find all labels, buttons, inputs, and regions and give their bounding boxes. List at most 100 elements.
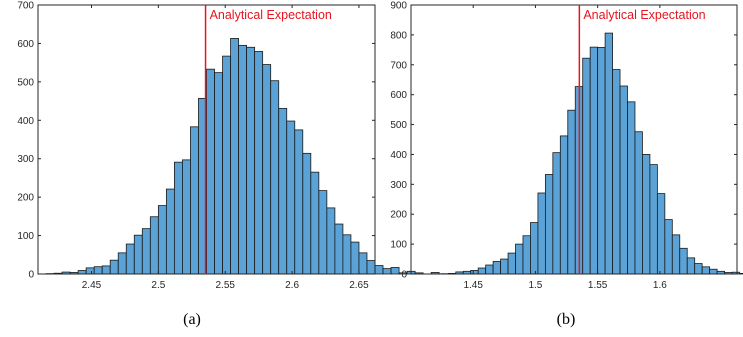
panel-a-histogram-bar	[374, 265, 384, 275]
panel-a-histogram-bar	[222, 55, 231, 275]
panel-b-x-tick-label: 1.45	[463, 280, 483, 291]
panel-a-ticks: 2.45 2.5 2.55 2.6 2.65 0 100 200 300 400 500 600 700	[17, 1, 375, 291]
panel-a-histogram-bar	[133, 234, 143, 275]
panel-b-x-tick-label: 1.6	[653, 280, 667, 291]
panel-a-histogram-bar	[294, 129, 304, 275]
panel-b-histogram-bar	[507, 252, 516, 275]
panel-b-bars	[440, 32, 743, 275]
panel-a-y-tick-label: 200	[17, 193, 34, 204]
panel-a-histogram-bar	[358, 252, 368, 275]
panel-b-histogram-bar	[492, 261, 501, 275]
panel-b-histogram-bar	[530, 222, 539, 275]
panel-b-y-tick-label: 700	[390, 60, 407, 71]
panel-b-histogram-bar	[656, 193, 666, 275]
panel-b-y-tick-label: 600	[390, 90, 407, 101]
panel-a-histogram-bar	[366, 260, 376, 275]
panel-a-y-tick-label: 100	[17, 231, 34, 242]
panel-a-histogram-bar	[141, 228, 151, 275]
panel-b-histogram-bar	[544, 174, 554, 275]
panel-a-histogram-bar	[149, 216, 159, 275]
panel-a-annotation: Analytical Expectation	[210, 8, 332, 22]
panel-a-histogram-bar	[182, 159, 191, 275]
panel-b-histogram-bar	[477, 267, 487, 275]
panel-a-histogram-bar	[101, 265, 111, 275]
panel-b-histogram-bar	[559, 135, 569, 275]
panel-a-histogram-bar	[190, 126, 199, 275]
panel-a-histogram-bar	[125, 243, 135, 275]
panel-b-histogram-bar	[537, 192, 546, 275]
panel-b-y-tick-label: 300	[390, 180, 407, 191]
panel-a-y-tick-label: 500	[17, 77, 34, 88]
panel-a-histogram-bar	[350, 241, 360, 275]
panel-b-x-tick-label: 1.5	[528, 280, 542, 291]
panel-b-y-tick-label: 100	[390, 240, 407, 251]
panel-b: 1.45 1.5 1.55 1.6 0 100 200 300 400 500 600 700 800 9…	[390, 1, 743, 328]
panel-a-histogram-bar	[206, 68, 215, 275]
panel-a-histogram-bar	[93, 266, 103, 275]
panel-b-histogram-bar	[500, 258, 509, 275]
panel-b-ticks: 1.45 1.5 1.55 1.6 0 100 200 300 400 500 600 700 800 9…	[390, 1, 737, 291]
panel-b-histogram-bar	[552, 152, 561, 275]
panel-a-histogram-bar	[77, 270, 87, 275]
panel-b-annotation: Analytical Expectation	[583, 8, 705, 22]
panel-a-x-tick-label: 2.55	[215, 280, 235, 291]
panel-b-histogram-bar	[567, 109, 576, 275]
panel-b-histogram-bar	[589, 46, 599, 275]
panel-a: 2.45 2.5 2.55 2.6 2.65 0 100 200 300 400 500 600 700…	[17, 1, 440, 328]
panel-a-y-tick-label: 300	[17, 154, 34, 165]
panel-b-histogram-bar	[582, 57, 591, 275]
panel-a-x-tick-label: 2.45	[82, 280, 102, 291]
panel-b-y-tick-label: 800	[390, 30, 407, 41]
panel-b-histogram-bar	[694, 263, 703, 275]
panel-a-histogram-bar	[109, 259, 119, 275]
panel-a-histogram-bar	[382, 268, 392, 275]
panel-b-histogram-bar	[701, 266, 711, 275]
panel-a-histogram-bar	[254, 51, 264, 275]
panel-a-histogram-bar	[165, 188, 175, 275]
panel-a-histogram-bar	[117, 252, 127, 275]
panel-b-y-tick-label: 0	[401, 270, 407, 281]
panel-a-histogram-bar	[238, 44, 248, 275]
panel-b-histogram-bar	[664, 219, 673, 275]
panel-b-histogram-bar	[627, 101, 636, 275]
panel-b-axes-box	[410, 4, 738, 275]
panel-b-histogram-bar	[522, 235, 531, 275]
panel-a-x-tick-label: 2.5	[151, 280, 165, 291]
panel-a-x-tick-label: 2.6	[285, 280, 299, 291]
panel-a-histogram-bar	[230, 38, 239, 275]
panel-b-histogram-bar	[597, 47, 606, 275]
panel-b-histogram-bar	[470, 270, 479, 275]
panel-a-y-tick-label: 400	[17, 116, 34, 127]
panel-a-caption: (a)	[183, 311, 201, 328]
panel-a-y-tick-label: 0	[28, 270, 34, 281]
panel-a-histogram-bar	[310, 171, 320, 275]
panel-b-y-tick-label: 900	[390, 1, 407, 12]
panel-b-histogram-bar	[679, 247, 688, 275]
panel-a-bars	[45, 38, 440, 275]
panel-a-histogram-bar	[157, 205, 167, 275]
panel-b-y-tick-label: 200	[390, 210, 407, 221]
panel-b-histogram-bar	[634, 131, 643, 275]
panel-b-histogram-bar	[709, 268, 718, 275]
panel-a-histogram-bar	[262, 64, 272, 275]
panel-b-histogram-bar	[642, 154, 651, 275]
panel-a-histogram-bar	[214, 72, 223, 275]
panel-a-histogram-bar	[278, 107, 288, 275]
panel-a-histogram-bar	[173, 161, 183, 275]
panel-a-histogram-bar	[270, 80, 280, 275]
panel-b-y-tick-label: 500	[390, 120, 407, 131]
panel-a-x-tick-label: 2.65	[349, 280, 369, 291]
panel-a-histogram-bar	[85, 267, 95, 275]
panel-a-y-tick-label: 600	[17, 39, 34, 50]
panel-a-axes-box	[37, 4, 376, 275]
panel-b-histogram-bar	[686, 257, 696, 275]
panel-b-caption: (b)	[557, 311, 576, 328]
panel-b-histogram-bar	[515, 243, 524, 275]
panel-b-histogram-bar	[649, 164, 658, 275]
panel-b-x-tick-label: 1.55	[588, 280, 608, 291]
panel-b-histogram-bar	[604, 32, 613, 275]
panel-b-histogram-bar	[485, 264, 494, 275]
panel-b-histogram-bar	[739, 272, 743, 275]
panel-a-histogram-bar	[334, 223, 344, 275]
panel-b-histogram-bar	[619, 85, 628, 275]
